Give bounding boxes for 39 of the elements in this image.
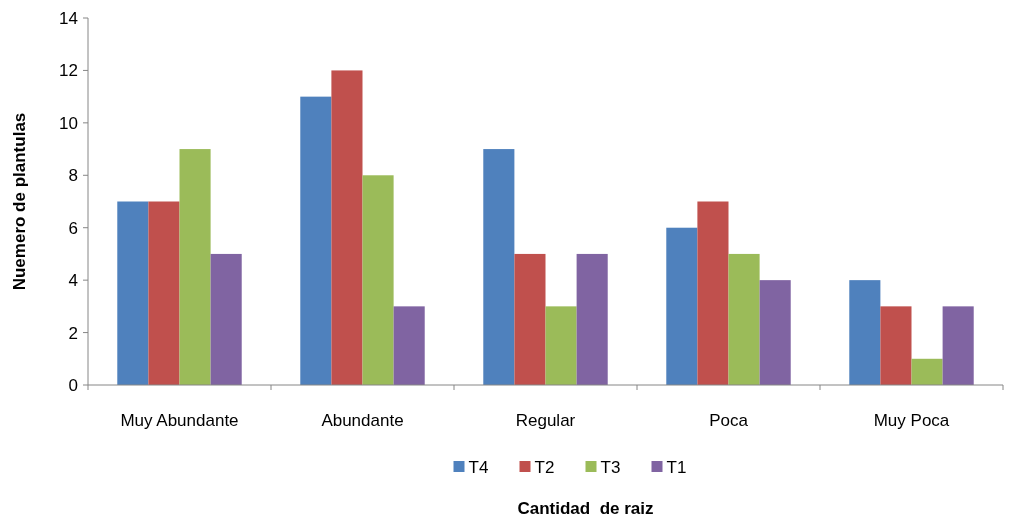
y-tick-label: 14 <box>59 8 78 28</box>
bar <box>362 175 394 385</box>
bar <box>759 280 791 385</box>
bar <box>514 253 546 385</box>
bar <box>300 96 332 385</box>
legend-label: T1 <box>666 457 687 477</box>
y-tick-label: 8 <box>68 166 78 186</box>
bar <box>393 306 425 385</box>
x-tick-label: Poca <box>709 411 749 430</box>
bar <box>148 201 180 385</box>
bar <box>210 253 242 385</box>
bar <box>728 253 760 385</box>
legend-label: T2 <box>534 457 555 477</box>
y-tick-label: 10 <box>59 113 78 133</box>
bar <box>849 280 881 385</box>
x-tick-label: Regular <box>515 411 576 430</box>
bar <box>545 306 577 385</box>
y-tick-label: 0 <box>68 375 78 395</box>
y-axis-title: Nuemero de plantulas <box>10 112 29 291</box>
bar <box>666 227 698 385</box>
bar <box>942 306 974 385</box>
x-axis-title: Cantidad de raiz <box>517 499 654 518</box>
y-tick-label: 4 <box>68 271 78 291</box>
bar <box>331 70 363 385</box>
bar <box>576 253 608 385</box>
legend-label: T4 <box>468 457 489 477</box>
bar <box>880 306 912 385</box>
bar <box>117 201 149 385</box>
y-tick-label: 12 <box>59 61 78 81</box>
y-tick-label: 6 <box>68 218 78 238</box>
y-tick-label: 2 <box>68 323 78 343</box>
legend-label: T3 <box>600 457 621 477</box>
x-tick-label: Muy Abundante <box>120 411 239 430</box>
bar <box>483 149 515 385</box>
bar <box>911 358 943 385</box>
bar <box>179 149 211 385</box>
x-tick-label: Abundante <box>321 411 404 430</box>
x-tick-label: Muy Poca <box>873 411 950 430</box>
bar <box>697 201 729 385</box>
